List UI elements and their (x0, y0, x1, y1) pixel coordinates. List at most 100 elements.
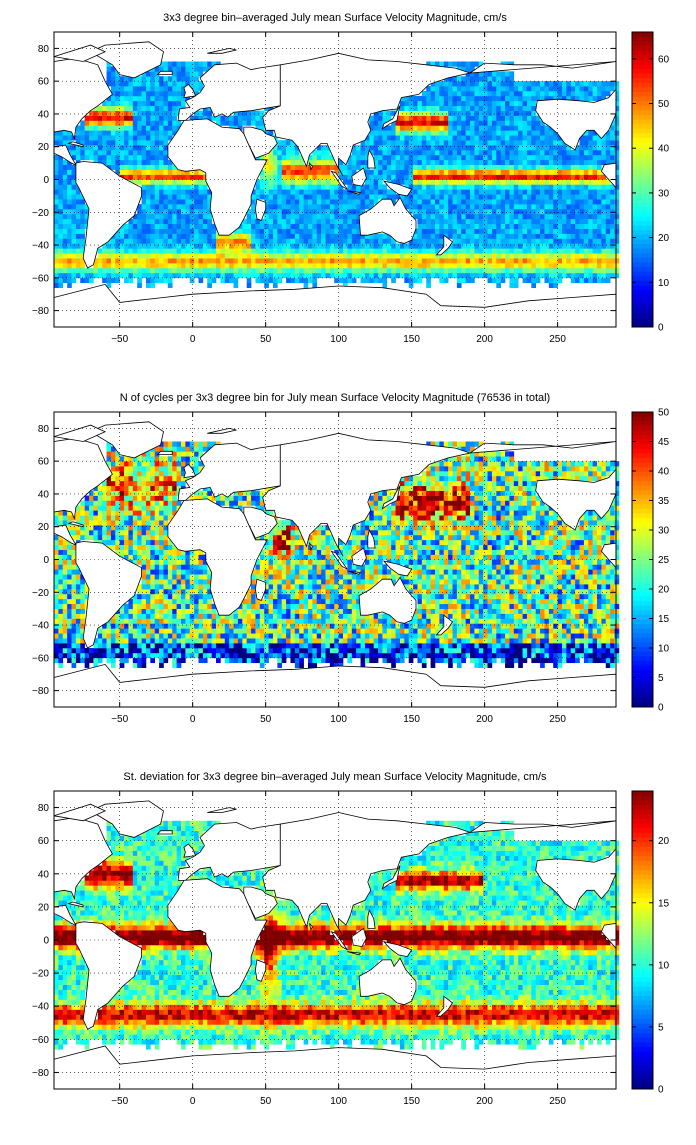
heatmap-cell (163, 263, 168, 268)
heatmap-cell (404, 140, 409, 145)
heatmap-cell (295, 209, 300, 214)
heatmap-cell (505, 160, 510, 165)
heatmap-cell (133, 501, 138, 506)
heatmap-cell (615, 234, 620, 239)
heatmap-cell (339, 229, 344, 234)
heatmap-cell (544, 278, 549, 283)
heatmap-cell (505, 165, 510, 170)
heatmap-cell (391, 268, 396, 273)
heatmap-cell (150, 140, 155, 145)
heatmap-cell (128, 653, 133, 658)
heatmap-cell (159, 663, 164, 668)
heatmap-cell (150, 560, 155, 565)
heatmap-cell (150, 199, 155, 204)
heatmap-cell (137, 243, 142, 248)
heatmap-cell (518, 140, 523, 145)
heatmap-cell (286, 243, 291, 248)
heatmap-cell (80, 619, 85, 624)
heatmap-cell (58, 599, 63, 604)
heatmap-cell (76, 258, 81, 263)
heatmap-cell (597, 234, 602, 239)
heatmap-cell (426, 106, 431, 111)
heatmap-cell (102, 263, 107, 268)
heatmap-cell (115, 278, 120, 283)
heatmap-cell (549, 130, 554, 135)
heatmap-cell (461, 101, 466, 106)
heatmap-cell (470, 121, 475, 126)
heatmap-cell (299, 219, 304, 224)
heatmap-cell (146, 540, 151, 545)
heatmap-cell (365, 239, 370, 244)
heatmap-cell (133, 481, 138, 486)
heatmap-cell (580, 243, 585, 248)
heatmap-cell (601, 273, 606, 278)
heatmap-cell (492, 194, 497, 199)
heatmap-cell (523, 199, 528, 204)
heatmap-cell (308, 268, 313, 273)
heatmap-cell (312, 204, 317, 209)
heatmap-cell (492, 76, 497, 81)
heatmap-cell (606, 219, 611, 224)
heatmap-cell (290, 243, 295, 248)
heatmap-cell (466, 96, 471, 101)
heatmap-cell (185, 268, 190, 273)
heatmap-cell (107, 451, 112, 456)
heatmap-cell (339, 199, 344, 204)
heatmap-cell (58, 278, 63, 283)
heatmap-cell (133, 96, 138, 101)
heatmap-cell (58, 515, 63, 520)
heatmap-cell (128, 234, 133, 239)
heatmap-cell (194, 199, 199, 204)
heatmap-cell (150, 481, 155, 486)
heatmap-cell (343, 234, 348, 239)
heatmap-cell (523, 273, 528, 278)
heatmap-cell (549, 165, 554, 170)
heatmap-cell (76, 599, 81, 604)
heatmap-cell (597, 86, 602, 91)
heatmap-cell (54, 594, 59, 599)
heatmap-cell (347, 219, 352, 224)
heatmap-cell (580, 273, 585, 278)
heatmap-cell (531, 219, 536, 224)
heatmap-cell (111, 653, 116, 658)
heatmap-cell (527, 175, 532, 180)
heatmap-cell (518, 91, 523, 96)
heatmap-cell (514, 239, 519, 244)
heatmap-cell (453, 219, 458, 224)
heatmap-cell (382, 278, 387, 283)
heatmap-cell (544, 184, 549, 189)
heatmap-cell (492, 199, 497, 204)
heatmap-cell (63, 204, 68, 209)
heatmap-cell (115, 540, 120, 545)
heatmap-cell (282, 150, 287, 155)
heatmap-cell (58, 229, 63, 234)
heatmap-cell (435, 180, 440, 185)
heatmap-cell (299, 258, 304, 263)
heatmap-cell (492, 248, 497, 253)
colorbar-segment (632, 60, 653, 65)
heatmap-cell (124, 609, 129, 614)
heatmap-cell (409, 116, 414, 121)
colorbar-segment (632, 258, 653, 263)
heatmap-cell (146, 609, 151, 614)
heatmap-cell (531, 111, 536, 116)
heatmap-cell (606, 243, 611, 248)
heatmap-cell (413, 135, 418, 140)
heatmap-cell (80, 135, 85, 140)
heatmap-cell (146, 471, 151, 476)
heatmap-cell (474, 76, 479, 81)
heatmap-cell (269, 219, 274, 224)
heatmap-cell (326, 219, 331, 224)
heatmap-cell (89, 535, 94, 540)
heatmap-cell (124, 614, 129, 619)
heatmap-cell (409, 273, 414, 278)
heatmap-cell (159, 184, 164, 189)
heatmap-cell (168, 125, 173, 130)
heatmap-cell (505, 111, 510, 116)
heatmap-cell (58, 609, 63, 614)
heatmap-cell (492, 258, 497, 263)
heatmap-cell (137, 491, 142, 496)
heatmap-cell (163, 135, 168, 140)
heatmap-cell (85, 130, 90, 135)
heatmap-cell (277, 150, 282, 155)
